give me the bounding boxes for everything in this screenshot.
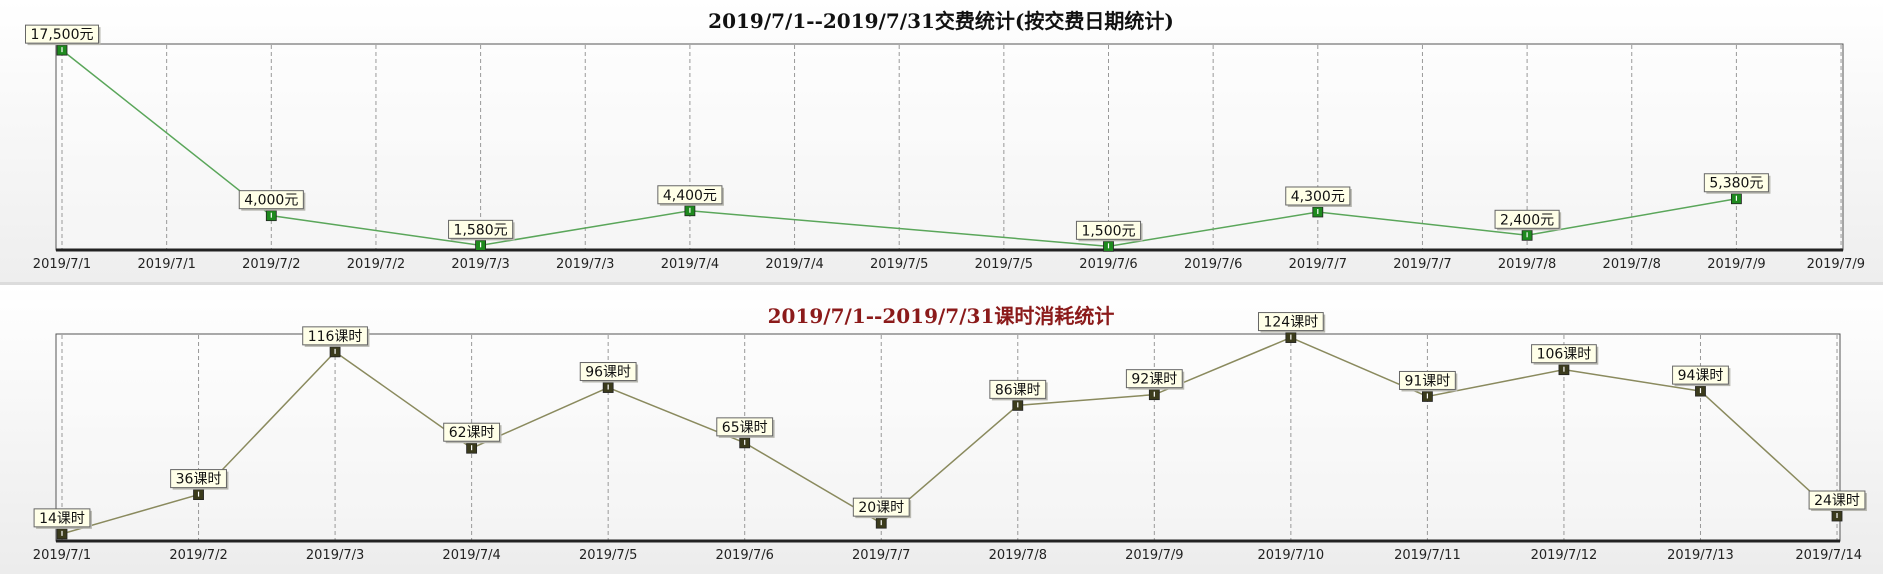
x-tick-label: 2019/7/9	[1125, 548, 1183, 563]
data-label: 65课时	[722, 420, 768, 436]
x-tick-label: 2019/7/4	[442, 548, 500, 563]
data-label: 4,000元	[244, 193, 298, 209]
data-label: 91课时	[1404, 373, 1450, 389]
x-tick-label: 2019/7/1	[33, 548, 91, 563]
x-tick-label: 2019/7/3	[451, 257, 509, 272]
x-tick-label: 2019/7/1	[33, 257, 91, 272]
plot-area	[55, 43, 1844, 251]
payment-line-chart: 2019/7/1--2019/7/31交费统计(按交费日期统计) 2019/7/…	[25, 9, 1865, 272]
x-tick-label: 2019/7/8	[1603, 257, 1661, 272]
data-label: 1,580元	[454, 222, 508, 238]
data-label: 24课时	[1814, 493, 1860, 509]
x-tick-label: 2019/7/2	[169, 548, 227, 563]
x-tick-label: 2019/7/13	[1667, 548, 1734, 563]
data-label: 86课时	[995, 382, 1041, 398]
data-label-box	[1703, 173, 1769, 193]
x-tick-label: 2019/7/8	[1498, 257, 1556, 272]
data-label-box	[1285, 186, 1351, 206]
data-label-box	[443, 422, 501, 442]
data-label: 124课时	[1263, 315, 1318, 331]
x-tick-label: 2019/7/9	[1707, 257, 1765, 272]
data-label: 20课时	[858, 500, 904, 516]
x-tick-label: 2019/7/1	[137, 257, 195, 272]
x-tick-label: 2019/7/2	[242, 257, 300, 272]
x-tick-label: 2019/7/7	[852, 548, 910, 563]
plot-area	[55, 333, 1841, 542]
data-label: 36课时	[176, 472, 222, 488]
data-label: 5,380元	[1709, 176, 1763, 192]
data-label-box	[657, 185, 723, 205]
payment-chart-panel: 2019/7/1--2019/7/31交费统计(按交费日期统计) 2019/7/…	[0, 0, 1883, 282]
data-label: 92课时	[1131, 372, 1177, 388]
data-label-box	[1398, 370, 1456, 390]
data-label: 94课时	[1678, 368, 1724, 384]
data-label: 62课时	[449, 425, 495, 441]
data-label-box	[448, 219, 514, 239]
x-tick-label: 2019/7/6	[1079, 257, 1137, 272]
data-label-box	[1125, 369, 1183, 389]
data-label-box	[989, 379, 1047, 399]
data-label: 17,500元	[31, 27, 94, 43]
data-label-box	[170, 469, 227, 489]
x-tick-label: 2019/7/6	[716, 548, 774, 563]
data-label-box	[852, 497, 910, 517]
data-label-box	[33, 508, 91, 528]
data-label-box	[1672, 365, 1729, 385]
x-tick-label: 2019/7/9	[1807, 257, 1865, 272]
x-tick-label: 2019/7/3	[306, 548, 364, 563]
x-tick-label: 2019/7/7	[1289, 257, 1347, 272]
data-label-box	[25, 24, 99, 44]
data-label-box	[1531, 344, 1597, 364]
x-tick-label: 2019/7/4	[765, 257, 823, 272]
data-label-box	[1808, 490, 1866, 510]
data-label: 4,400元	[663, 188, 717, 204]
data-label-box	[579, 362, 637, 382]
series-line	[61, 336, 1838, 535]
data-label-box	[716, 417, 774, 437]
data-label-box	[302, 326, 368, 346]
data-label-box	[238, 190, 304, 210]
data-label: 116课时	[308, 329, 363, 345]
x-tick-label: 2019/7/12	[1531, 548, 1598, 563]
x-tick-label: 2019/7/4	[661, 257, 719, 272]
panel-divider	[0, 282, 1883, 285]
lesson-chart-panel: 2019/7/1--2019/7/31课时消耗统计 2019/7/1 2019/7…	[0, 285, 1883, 574]
x-tick-label: 2019/7/7	[1393, 257, 1451, 272]
lesson-hours-line-chart: 2019/7/1--2019/7/31课时消耗统计 2019/7/1 2019/7…	[33, 304, 1867, 563]
data-label-box	[1494, 209, 1560, 229]
x-tick-label: 2019/7/11	[1394, 548, 1461, 563]
x-tick-label: 2019/7/2	[347, 257, 405, 272]
data-label: 96课时	[585, 365, 631, 381]
x-tick-label: 2019/7/14	[1795, 548, 1862, 563]
data-label-box	[1257, 312, 1324, 332]
data-label: 1,500元	[1081, 223, 1135, 239]
x-tick-label: 2019/7/3	[556, 257, 614, 272]
x-tick-label: 2019/7/5	[870, 257, 928, 272]
series-line	[61, 49, 1737, 248]
x-tick-label: 2019/7/8	[989, 548, 1047, 563]
data-label: 14课时	[39, 511, 85, 527]
chart-title: 2019/7/1--2019/7/31课时消耗统计	[768, 304, 1115, 328]
x-tick-label: 2019/7/6	[1184, 257, 1242, 272]
x-tick-label: 2019/7/5	[975, 257, 1033, 272]
x-tick-label: 2019/7/5	[579, 548, 637, 563]
chart-title: 2019/7/1--2019/7/31交费统计(按交费日期统计)	[708, 9, 1174, 33]
data-label: 4,300元	[1291, 189, 1345, 205]
data-label: 2,400元	[1500, 212, 1554, 228]
x-tick-label: 2019/7/10	[1258, 548, 1325, 563]
data-label: 106课时	[1537, 347, 1592, 363]
data-label-box	[1075, 220, 1142, 240]
